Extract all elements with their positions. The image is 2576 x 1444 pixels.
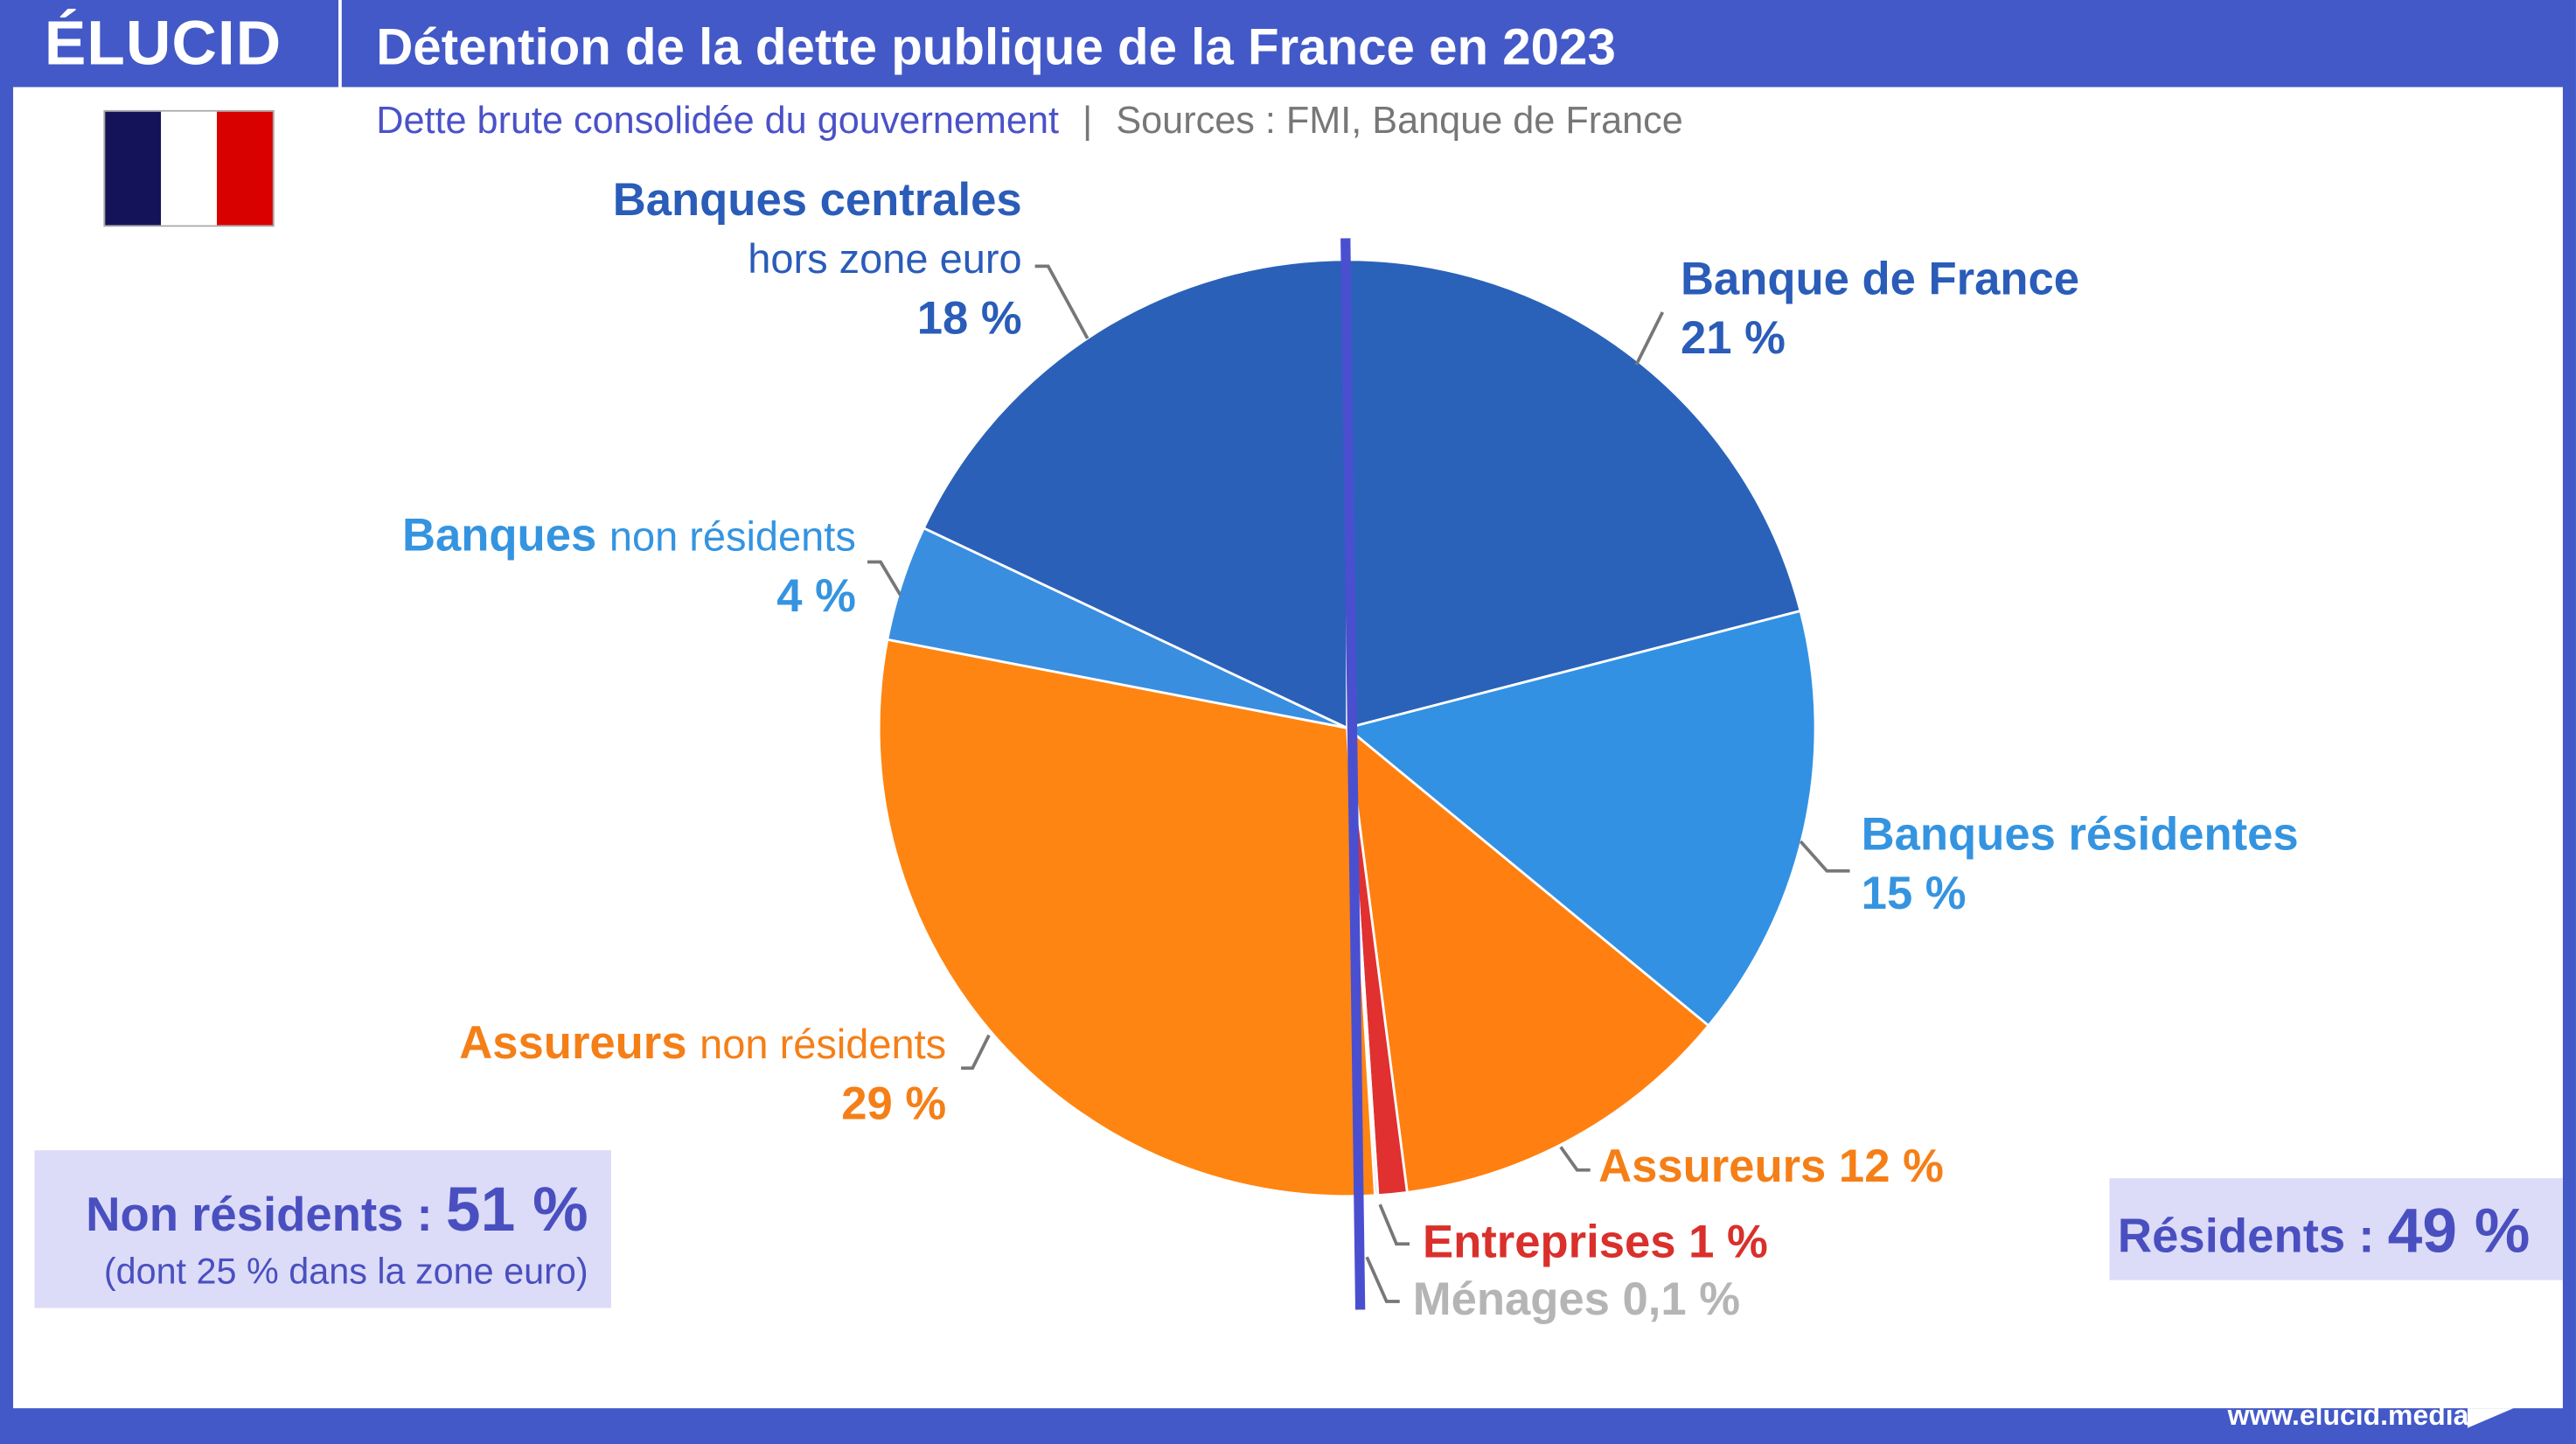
non-residents-label: Non résidents : [86,1189,446,1243]
label-suffix: non résidents [700,1022,947,1069]
pie-slice-2 [1345,724,1710,1194]
label-name: Banques [402,509,597,561]
footer-url[interactable]: www.elucid.media [2227,1399,2469,1432]
pie-slice-7 [922,258,1349,730]
header-divider [338,0,342,87]
subtitle-text: Dette brute consolidée du gouvernement [376,98,1060,142]
leader-banque-de-france [1634,311,1665,366]
sources-text: Sources : FMI, Banque de France [1116,98,1683,142]
label-value: 12 % [1838,1140,1944,1192]
label-suffix: non résidents [609,514,856,561]
label-name: Assureurs [459,1016,687,1069]
label-name: Assureurs [1598,1140,1827,1192]
residents-label: Résidents : [2117,1210,2388,1264]
elucid-logo: ÉLUCID [44,10,282,80]
label-value: 0,1 % [1622,1273,1741,1325]
label-value: 15 % [1861,868,1967,919]
page-title: Détention de la dette publique de la Fra… [376,17,1616,76]
pie-slice-0 [1346,258,1802,730]
subtitle: Dette brute consolidée du gouvernement |… [376,99,1683,143]
label-assureurs: Assureurs 12 % [1598,1137,1944,1196]
label-entreprises: Entreprises 1 % [1423,1213,1768,1273]
pie-slice-5 [877,638,1377,1198]
label-banque-de-france: Banque de France 21 % [1681,250,2079,368]
label-banques-residentes: Banques résidentes 15 % [1862,806,2299,924]
label-assureurs-non-residents: Assureurs non résidents 29 % [459,1014,946,1134]
leader-lines [867,264,1850,1303]
residents-value: 49 % [2387,1197,2531,1267]
france-flag-icon [103,109,275,227]
label-name: Banques centrales [612,174,1022,226]
label-value: 4 % [776,569,856,622]
non-residents-summary: Non résidents : 51 % (dont 25 % dans la … [34,1150,611,1308]
label-menages: Ménages 0,1 % [1413,1270,1740,1329]
label-banques-non-residents: Banques non résidents 4 % [402,506,856,626]
leader-banques-nr [867,560,902,596]
label-value: 18 % [916,292,1022,344]
residents-divider-line [1340,238,1366,1310]
leader-assureurs [1559,1146,1591,1172]
residents-summary: Résidents : 49 % [2109,1178,2563,1280]
label-suffix: hors zone euro [748,236,1022,283]
label-banques-centrales: Banques centrales hors zone euro 18 % [613,171,1022,348]
leader-banques-centrales [1034,264,1090,339]
non-residents-note: (dont 25 % dans la zone euro) [103,1250,588,1292]
leader-assureurs-nr [961,1034,991,1071]
leader-banques-residentes [1799,840,1850,873]
pie-slice-1 [1344,609,1817,1028]
label-name: Banque de France [1681,253,2080,304]
non-residents-value: 51 % [445,1176,588,1246]
elucid-arrow-icon [2467,1388,2514,1428]
label-value: 1 % [1688,1216,1768,1267]
leader-menages [1365,1256,1400,1303]
label-name: Ménages [1412,1273,1610,1325]
subtitle-separator: | [1083,98,1093,142]
label-name: Entreprises [1423,1216,1676,1267]
label-value: 29 % [841,1078,947,1129]
label-value: 21 % [1681,311,1786,364]
leader-entreprises [1378,1203,1410,1246]
label-name: Banques résidentes [1861,808,2299,860]
